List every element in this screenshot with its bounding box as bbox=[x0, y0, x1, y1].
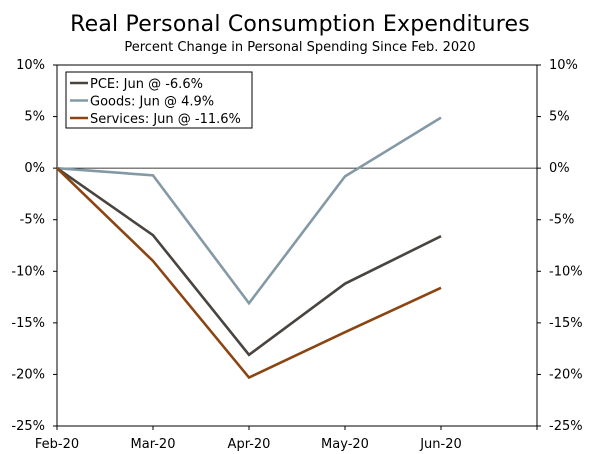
y-tick-label-left: -5% bbox=[20, 213, 45, 228]
legend-box bbox=[65, 71, 253, 129]
y-tick-label-left: -10% bbox=[11, 264, 45, 279]
y-tick-label-left: -20% bbox=[11, 367, 45, 382]
y-tick-label-left: -15% bbox=[11, 316, 45, 331]
y-tick-label-left: 5% bbox=[24, 110, 45, 125]
legend-label-goods: Goods: Jun @ 4.9% bbox=[90, 95, 214, 110]
y-tick-label-right: -15% bbox=[549, 316, 583, 331]
legend-label-pce: PCE: Jun @ -6.6% bbox=[90, 77, 203, 92]
y-tick-label-left: 0% bbox=[24, 161, 45, 176]
x-tick-label: Feb-20 bbox=[35, 437, 79, 452]
series-line-services bbox=[56, 167, 442, 380]
chart-subtitle: Percent Change in Personal Spending Sinc… bbox=[124, 40, 476, 55]
x-tick-label: Jun-20 bbox=[419, 437, 462, 452]
y-tick-label-right: 0% bbox=[549, 161, 570, 176]
x-tick-label: Apr-20 bbox=[228, 437, 271, 452]
y-tick-label-right: -5% bbox=[549, 213, 574, 228]
x-tick-label: May-20 bbox=[321, 437, 369, 452]
x-tick-label: Mar-20 bbox=[131, 437, 176, 452]
y-tick-label-left: 10% bbox=[16, 58, 45, 73]
y-tick-label-right: -10% bbox=[549, 264, 583, 279]
series-line-pce bbox=[56, 167, 442, 357]
plot-frame bbox=[56, 64, 538, 427]
y-tick-label-right: -25% bbox=[549, 419, 583, 434]
y-tick-label-right: 10% bbox=[549, 58, 578, 73]
series-line-goods bbox=[56, 116, 442, 306]
y-tick-label-right: -20% bbox=[549, 367, 583, 382]
legend-label-services: Services: Jun @ -11.6% bbox=[90, 112, 241, 127]
y-tick-label-left: -25% bbox=[11, 419, 45, 434]
chart-title: Real Personal Consumption Expenditures bbox=[70, 12, 530, 37]
y-tick-label-right: 5% bbox=[549, 110, 570, 125]
